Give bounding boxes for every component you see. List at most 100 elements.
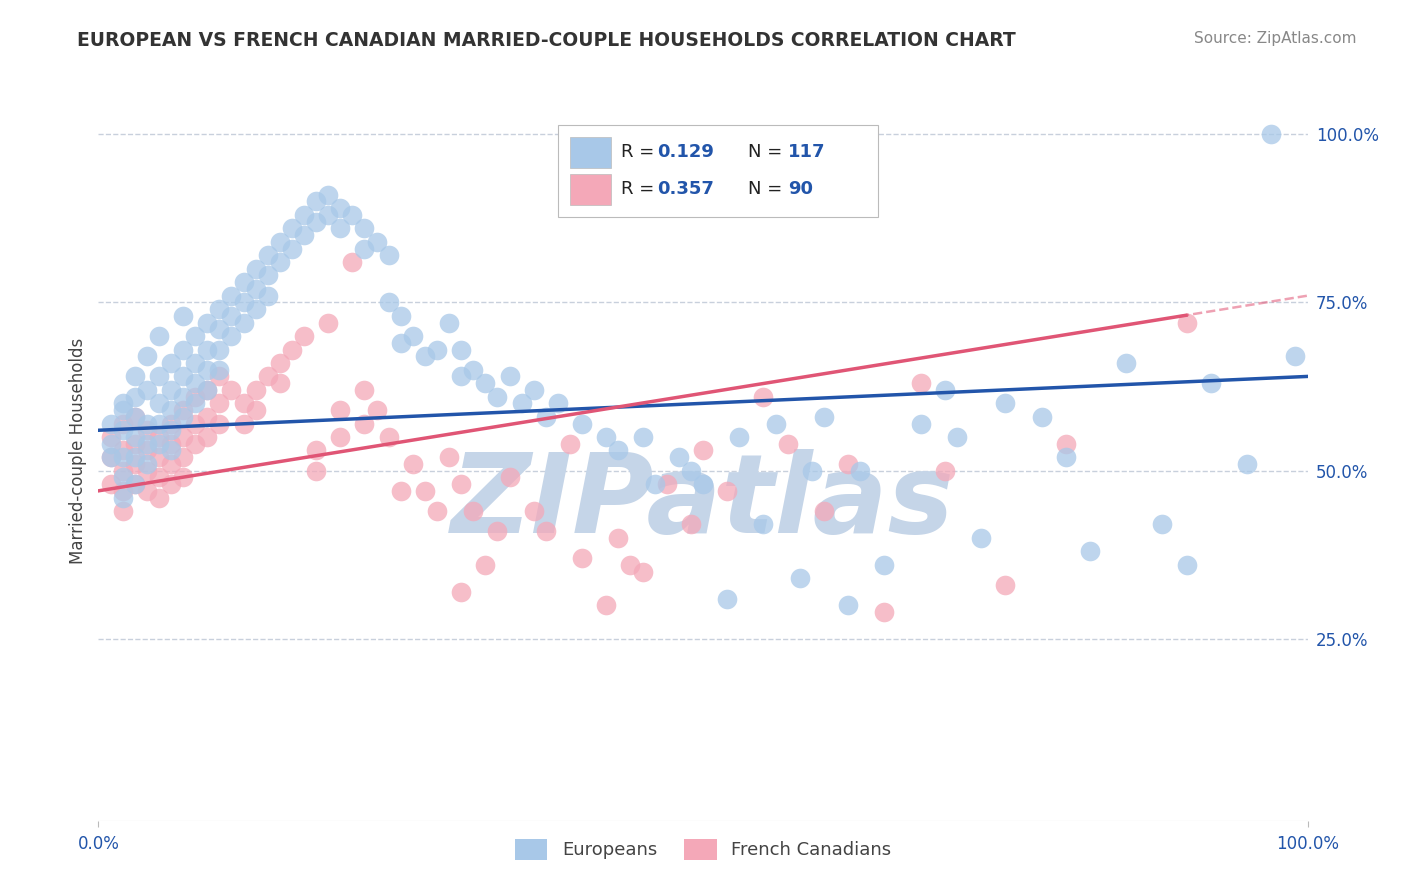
Point bbox=[413, 349, 436, 363]
Text: 117: 117 bbox=[787, 143, 825, 161]
Point bbox=[534, 409, 557, 424]
Point bbox=[716, 483, 738, 498]
Point bbox=[172, 369, 194, 384]
Point bbox=[208, 369, 231, 384]
Point bbox=[1260, 127, 1282, 141]
Point bbox=[148, 491, 170, 505]
Text: Source: ZipAtlas.com: Source: ZipAtlas.com bbox=[1194, 31, 1357, 46]
Point bbox=[813, 504, 835, 518]
Point bbox=[595, 430, 617, 444]
Point bbox=[124, 477, 146, 491]
Text: 0.357: 0.357 bbox=[657, 180, 714, 198]
Point bbox=[1152, 517, 1174, 532]
Point bbox=[148, 396, 170, 410]
Point bbox=[148, 436, 170, 450]
Point bbox=[1115, 356, 1137, 370]
Point bbox=[111, 450, 134, 465]
Point bbox=[1236, 457, 1258, 471]
Point bbox=[523, 504, 546, 518]
Point bbox=[100, 417, 122, 431]
Point bbox=[789, 571, 811, 585]
Point bbox=[135, 443, 157, 458]
Point bbox=[245, 282, 267, 296]
Point bbox=[776, 436, 799, 450]
Point bbox=[571, 417, 593, 431]
Point bbox=[256, 369, 278, 384]
Point bbox=[498, 470, 520, 484]
Point bbox=[655, 477, 678, 491]
Point bbox=[245, 261, 267, 276]
Point bbox=[800, 464, 823, 478]
Point bbox=[607, 531, 630, 545]
Point bbox=[281, 343, 304, 357]
Point bbox=[1199, 376, 1222, 391]
Point bbox=[124, 450, 146, 465]
Point bbox=[184, 329, 207, 343]
Point bbox=[523, 383, 546, 397]
Point bbox=[342, 208, 364, 222]
Point bbox=[946, 430, 969, 444]
Point bbox=[353, 383, 375, 397]
Point bbox=[135, 436, 157, 450]
Point bbox=[1078, 544, 1101, 558]
Point bbox=[100, 450, 122, 465]
Point bbox=[873, 605, 896, 619]
Point bbox=[208, 343, 231, 357]
Point bbox=[1031, 409, 1053, 424]
Point bbox=[837, 599, 859, 613]
Point bbox=[160, 383, 183, 397]
Point bbox=[269, 255, 291, 269]
Point bbox=[329, 201, 352, 215]
Point bbox=[111, 491, 134, 505]
Point bbox=[934, 464, 956, 478]
Point bbox=[160, 403, 183, 417]
Point bbox=[195, 383, 218, 397]
Point bbox=[111, 464, 134, 478]
Point bbox=[389, 335, 412, 350]
Point bbox=[124, 457, 146, 471]
Text: N =: N = bbox=[748, 180, 787, 198]
Point bbox=[692, 443, 714, 458]
Point bbox=[256, 288, 278, 302]
Point bbox=[970, 531, 993, 545]
Point bbox=[679, 464, 702, 478]
Point bbox=[305, 214, 328, 228]
Point bbox=[245, 403, 267, 417]
Point bbox=[1054, 450, 1077, 465]
Point bbox=[232, 417, 254, 431]
Legend: Europeans, French Canadians: Europeans, French Canadians bbox=[508, 832, 898, 867]
Point bbox=[160, 356, 183, 370]
Point bbox=[221, 288, 243, 302]
Point bbox=[160, 436, 183, 450]
Point bbox=[510, 396, 533, 410]
Point bbox=[353, 417, 375, 431]
Point bbox=[607, 443, 630, 458]
Point bbox=[292, 329, 315, 343]
Point bbox=[221, 329, 243, 343]
Point bbox=[124, 409, 146, 424]
Point bbox=[148, 417, 170, 431]
Point bbox=[353, 242, 375, 256]
Point bbox=[184, 376, 207, 391]
Point bbox=[450, 369, 472, 384]
Point bbox=[208, 322, 231, 336]
Point bbox=[148, 430, 170, 444]
Point bbox=[208, 396, 231, 410]
Point bbox=[111, 417, 134, 431]
Point bbox=[172, 403, 194, 417]
Text: 0.129: 0.129 bbox=[657, 143, 714, 161]
Point bbox=[377, 430, 399, 444]
Y-axis label: Married-couple Households: Married-couple Households bbox=[69, 337, 87, 564]
Point bbox=[679, 517, 702, 532]
Point bbox=[232, 316, 254, 330]
Point bbox=[450, 343, 472, 357]
Point bbox=[100, 436, 122, 450]
Point bbox=[135, 349, 157, 363]
Point bbox=[111, 470, 134, 484]
Point bbox=[437, 450, 460, 465]
Point bbox=[329, 221, 352, 235]
Text: R =: R = bbox=[621, 180, 659, 198]
Point bbox=[195, 409, 218, 424]
Point bbox=[486, 390, 509, 404]
Point bbox=[124, 409, 146, 424]
